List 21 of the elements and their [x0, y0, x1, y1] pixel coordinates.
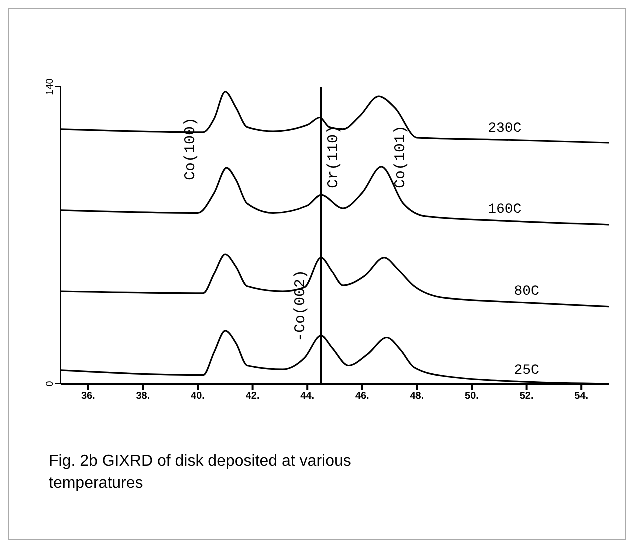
x-tick-label: 42. [246, 391, 260, 402]
x-tick-label: 48. [410, 391, 424, 402]
y-tick-label: 0 [45, 380, 56, 387]
series-label: 160C [488, 202, 522, 218]
annotation: Cr(110) [326, 125, 342, 189]
caption: Fig. 2b GIXRD of disk deposited at various temperatures [49, 452, 352, 494]
x-tick-label: 52. [520, 391, 534, 402]
x-tick-label: 38. [136, 391, 150, 402]
x-tick-label: 36. [81, 391, 96, 402]
x-tick-label: 46. [355, 391, 370, 402]
y-tick-label: 140 [45, 78, 56, 96]
annotation: Co(100) [182, 117, 200, 181]
x-tick-label: 54. [574, 391, 589, 402]
x-tick-label: 44. [300, 391, 315, 402]
x-tick-label: 40. [191, 391, 206, 402]
x-tick-label: 50. [465, 391, 480, 402]
series-label: 80C [514, 284, 540, 300]
annotation: Co(101) [392, 125, 410, 189]
series-label: 25C [514, 363, 540, 380]
annotation: -Co(002) [292, 270, 310, 342]
series-label: 230C [488, 121, 522, 138]
